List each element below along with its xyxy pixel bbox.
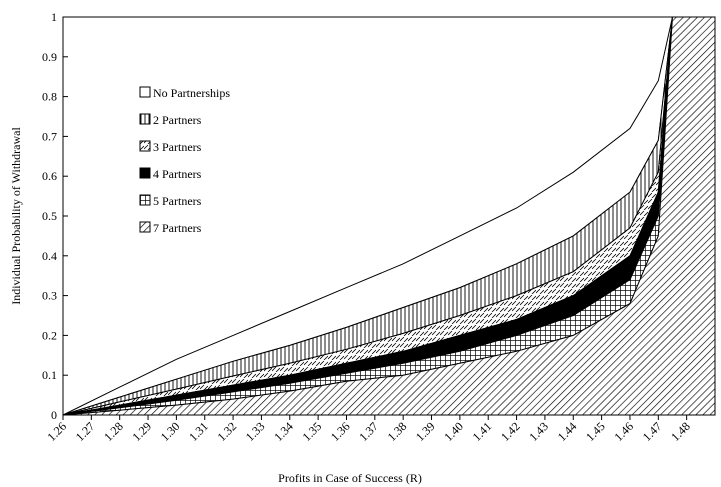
x-tick-label: 1.41 — [470, 419, 495, 444]
legend-label-3-partners: 3 Partners — [153, 140, 202, 154]
x-tick-label: 1.36 — [328, 419, 353, 444]
y-tick-label: 1 — [51, 10, 57, 24]
x-tick-label: 1.42 — [498, 419, 523, 444]
y-tick-label: 0.5 — [42, 209, 57, 223]
y-tick-label: 0.9 — [42, 50, 57, 64]
x-tick-label: 1.34 — [271, 419, 296, 444]
x-tick-label: 1.43 — [526, 419, 551, 444]
x-axis: 1.26 1.27 1.28 1.29 1.30 1.31 1.32 1.33 1.34 1.35… — [44, 415, 693, 444]
y-tick-label: 0.3 — [42, 289, 57, 303]
y-tick-label: 0.1 — [42, 368, 57, 382]
x-tick-label: 1.35 — [299, 419, 324, 444]
y-axis: 0 0.1 0.2 0.3 0.4 0.5 0.6 0.7 0.8 0.9 1 — [42, 10, 68, 422]
x-tick-label: 1.32 — [214, 419, 239, 444]
x-tick-label: 1.45 — [583, 419, 608, 444]
x-tick-label: 1.26 — [44, 419, 69, 444]
x-tick-label: 1.31 — [186, 419, 211, 444]
legend-label-5-partners: 5 Partners — [153, 194, 202, 208]
legend-swatch-3-partners — [139, 140, 151, 152]
x-axis-title-text: Profits in Case of Success (R) — [278, 471, 422, 485]
x-tick-label: 1.38 — [385, 419, 410, 444]
x-tick-label: 1.44 — [555, 419, 580, 444]
legend-label-7-partners: 7 Partners — [153, 221, 202, 235]
legend-label-no-partnerships: No Partnerships — [153, 86, 230, 100]
area-bands — [62, 16, 716, 416]
y-tick-label: 0.8 — [42, 90, 57, 104]
x-tick-label: 1.27 — [73, 419, 98, 444]
x-tick-label: 1.48 — [668, 419, 693, 444]
x-tick-label: 1.46 — [611, 419, 636, 444]
y-tick-label: 0.6 — [42, 169, 57, 183]
x-tick-label: 1.28 — [101, 419, 126, 444]
x-tick-label: 1.37 — [356, 419, 381, 444]
legend: No Partnerships 2 Partners 3 Partners 4 Par… — [139, 86, 230, 235]
legend-swatch-4-partners — [139, 167, 151, 179]
legend-label-4-partners: 4 Partners — [153, 167, 202, 181]
y-tick-label: 0.2 — [42, 328, 57, 342]
legend-swatch-5-partners — [139, 194, 151, 206]
x-tick-label: 1.33 — [243, 419, 268, 444]
y-axis-title: Individual Probability of Withdrawal — [9, 127, 23, 305]
legend-swatch-7-partners — [139, 221, 151, 233]
y-tick-label: 0.4 — [42, 249, 57, 263]
y-tick-label: 0.7 — [42, 129, 57, 143]
legend-swatch-no-partnerships — [139, 86, 151, 98]
x-tick-label: 1.29 — [129, 419, 154, 444]
x-tick-label: 1.39 — [413, 419, 438, 444]
y-tick-label: 0 — [51, 408, 57, 422]
x-tick-label: 1.47 — [640, 419, 665, 444]
x-tick-label: 1.30 — [158, 419, 183, 444]
legend-swatch-2-partners — [139, 113, 151, 125]
x-tick-label: 1.40 — [441, 419, 466, 444]
x-axis-title: Profits in Case of Success (R) — [278, 471, 422, 485]
legend-label-2-partners: 2 Partners — [153, 113, 202, 127]
